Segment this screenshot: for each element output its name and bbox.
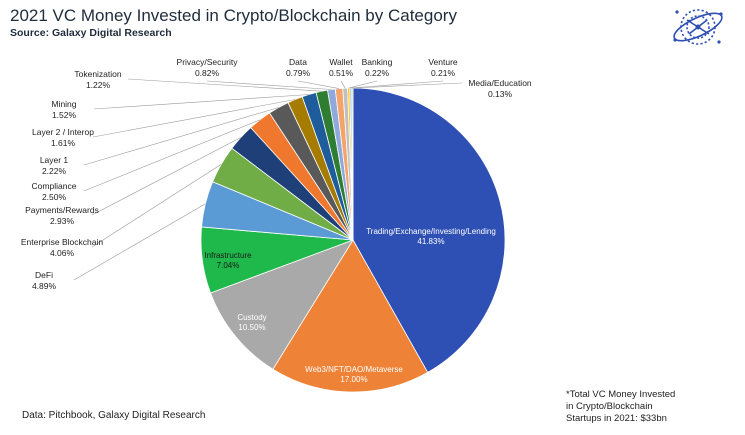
pie-slice-web3-nft-dao-metaverse [272,239,429,393]
leader-line-privacy-security [206,80,332,90]
labels-layer: Trading/Exchange/Investing/Lending41.83%… [21,57,532,384]
pie-slice-trading-exchange-investing-lending [352,87,506,373]
slice-label-trading-exchange-investing-lending: Trading/Exchange/Investing/Lending [366,227,496,236]
leader-line-wallet [340,80,346,89]
galaxy-logo-icon [673,9,723,45]
chart-title: 2021 VC Money Invested in Crypto/Blockch… [10,6,457,25]
leader-line-layer-1 [83,107,279,166]
data-source-note: Data: Pitchbook, Galaxy Digital Research [22,410,206,421]
slice-value-label-web3-nft-dao-metaverse: 17.00% [340,375,367,384]
leader-line-data [297,80,340,89]
slice-value-label-banking: 0.22% [365,68,390,78]
slice-value-label-custody: 10.50% [238,323,265,332]
slices-layer [200,87,506,393]
slice-value-label-data: 0.79% [286,68,311,78]
slice-value-label-wallet: 0.51% [329,68,354,78]
slice-value-label-payments-rewards: 2.93% [50,216,75,226]
slice-value-label-venture: 0.21% [431,68,456,78]
slice-value-label-privacy-security: 0.82% [195,68,220,78]
slice-label-infrastructure: Infrastructure [204,251,252,260]
slice-value-label-layer-1: 2.22% [42,166,67,176]
slice-label-payments-rewards: Payments/Rewards [25,205,99,215]
slice-label-venture: Venture [428,57,458,67]
slice-label-enterprise-blockchain: Enterprise Blockchain [21,237,103,247]
slice-label-layer-2-interop: Layer 2 / Interop [32,127,94,137]
slice-value-label-mining: 1.52% [52,110,77,120]
slice-label-layer-1: Layer 1 [40,155,69,165]
slice-label-mining: Mining [51,99,76,109]
slice-label-web3-nft-dao-metaverse: Web3/NFT/DAO/Metaverse [305,365,403,374]
leader-lines-layer [73,78,463,281]
slice-label-media-education: Media/Education [468,78,532,88]
slice-value-label-tokenization: 1.22% [86,80,111,90]
leader-line-media-education [352,82,463,89]
chart-subtitle: Source: Galaxy Digital Research [10,27,172,39]
slice-label-wallet: Wallet [329,57,353,67]
leader-line-enterprise-blockchain [91,164,222,248]
slice-value-label-trading-exchange-investing-lending: 41.83% [417,237,444,246]
footnote-line: in Crypto/Blockchain [566,401,653,412]
slice-value-label-enterprise-blockchain: 4.06% [50,248,75,258]
slice-label-privacy-security: Privacy/Security [177,57,239,67]
slice-label-compliance: Compliance [32,181,77,191]
leader-line-compliance [83,119,260,192]
leader-line-payments-rewards [91,137,241,216]
leader-line-venture [350,80,444,89]
slice-label-custody: Custody [237,313,266,322]
slice-value-label-infrastructure: 7.04% [217,261,240,270]
slice-label-data: Data [289,57,307,67]
slice-label-tokenization: Tokenization [74,69,122,79]
leader-line-banking [348,80,378,89]
slice-label-defi: DeFi [35,270,53,280]
leader-line-mining [93,94,310,110]
slice-value-label-layer-2-interop: 1.61% [51,138,76,148]
leader-line-defi [73,203,206,281]
leader-line-layer-2-interop [92,99,296,138]
footnote-line: *Total VC Money Invested [566,389,676,400]
total-footnote: *Total VC Money Invested in Crypto/Block… [566,389,716,425]
slice-value-label-media-education: 0.13% [488,89,513,99]
leader-line-tokenization [127,78,322,92]
slice-value-label-defi: 4.89% [32,281,57,291]
pie-slice-custody [210,239,354,370]
footnote-line: Startups in 2021: $33bn [566,413,667,424]
slice-value-label-compliance: 2.50% [42,192,67,202]
slice-label-banking: Banking [362,57,393,67]
